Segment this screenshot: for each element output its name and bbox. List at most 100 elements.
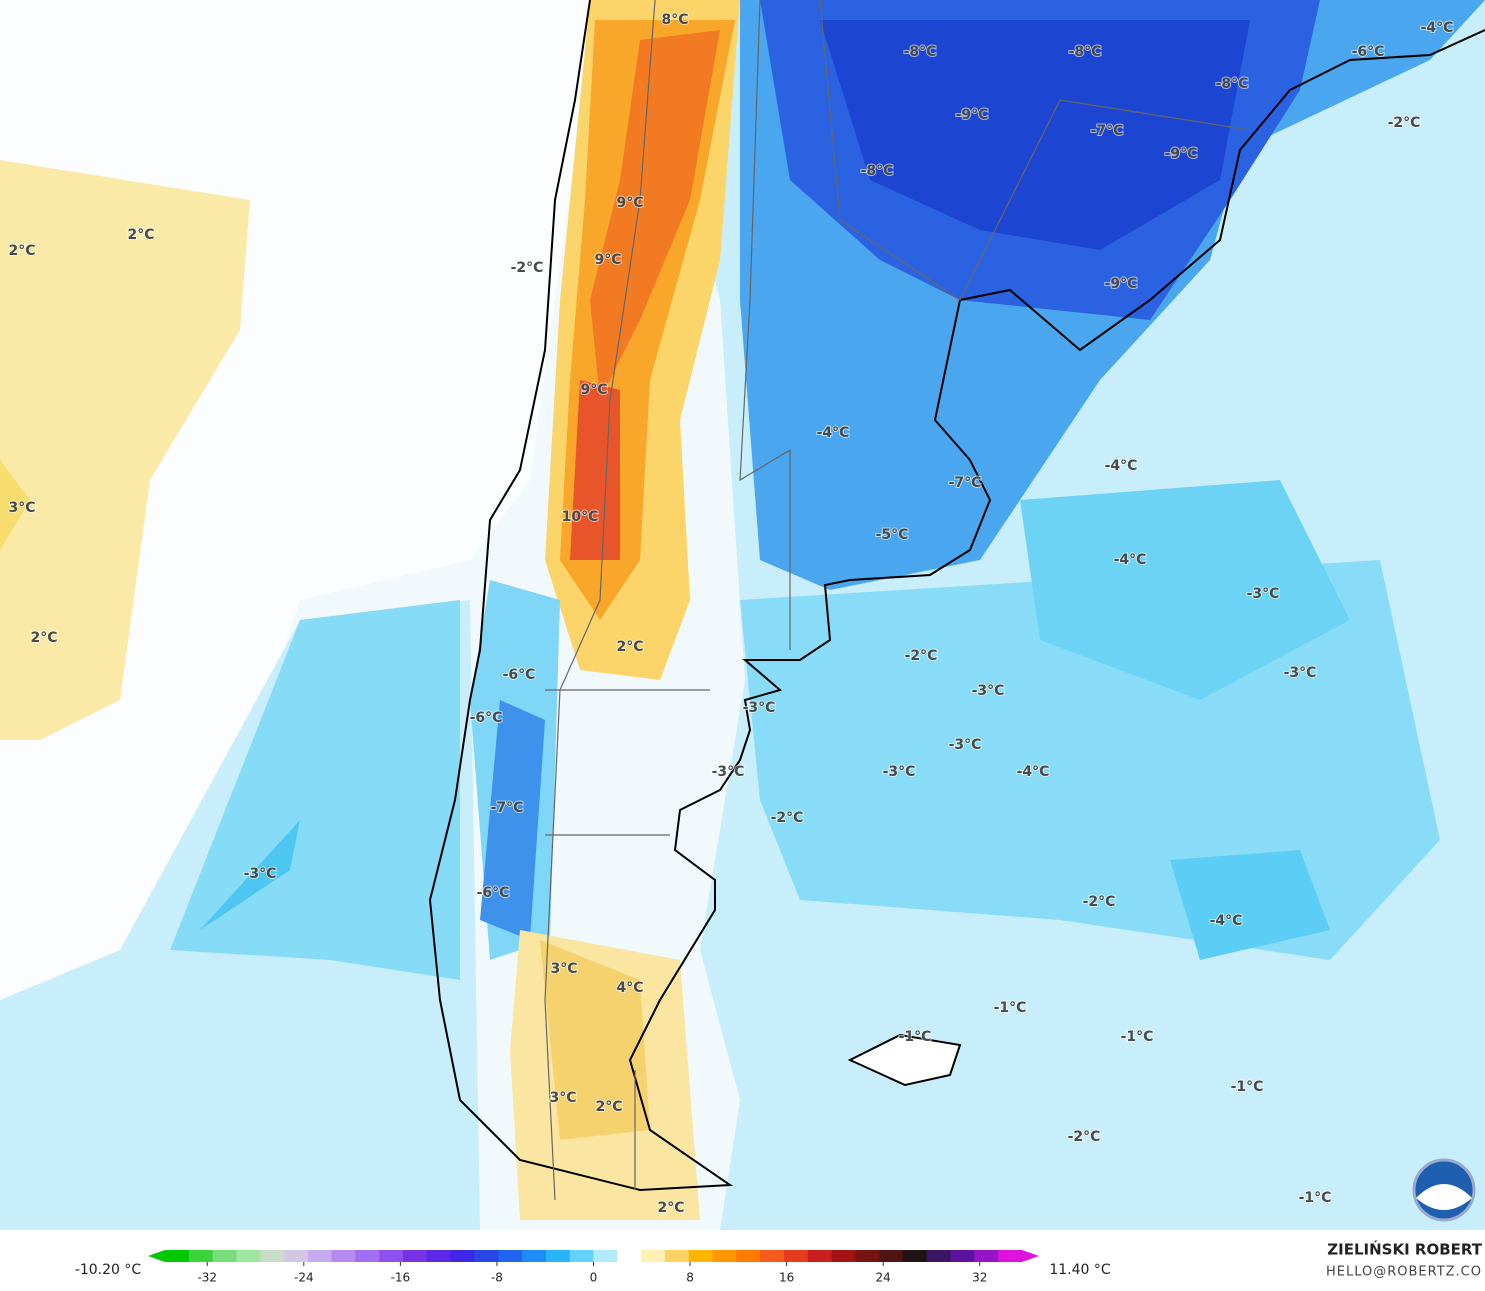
temp-label: -7°C [491,800,524,816]
colorbar-segment [569,1250,594,1262]
colorbar-segment [855,1250,880,1262]
colorbar-tick-label: -24 [294,1271,314,1285]
colorbar-segment [403,1250,428,1262]
temp-label: -2°C [1083,894,1116,910]
colorbar-segment [998,1250,1023,1262]
colorbar-segment [165,1250,190,1262]
temp-label: -4°C [1017,764,1050,780]
colorbar-segment [474,1250,499,1262]
temp-label: -9°C [1105,276,1138,292]
colorbar-segment [450,1250,475,1262]
colorbar-segment [712,1250,737,1262]
colorbar: -32 -24 -16 -8 0 8 16 24 32 [148,1250,1039,1285]
temp-label: -9°C [956,107,989,123]
temp-label: -4°C [1105,458,1138,474]
colorbar-segment [522,1250,547,1262]
colorbar-tick-label: 8 [686,1271,694,1285]
colorbar-max: 11.40 °C [1049,1262,1111,1278]
credit-email: HELLO@ROBERTZ.CO [1326,1265,1482,1280]
colorbar-segment [617,1250,642,1262]
temp-label: -2°C [771,810,804,826]
colorbar-segment [831,1250,856,1262]
temp-label: -9°C [1165,146,1198,162]
temp-label: 10°C [562,509,599,525]
colorbar-segment [212,1250,237,1262]
temp-label: -3°C [1284,665,1317,681]
colorbar-segment [498,1250,523,1262]
colorbar-min: -10.20 °C [75,1262,142,1278]
temp-label: -2°C [905,648,938,664]
noaa-logo [1412,1158,1476,1222]
temp-label: 2°C [30,630,57,646]
colorbar-segment [426,1250,452,1262]
colorbar-segment [355,1250,380,1262]
colorbar-end-high [1022,1250,1039,1262]
colorbar-segment [807,1250,833,1262]
colorbar-end-low [148,1250,165,1262]
colorbar-segment [260,1250,285,1262]
colorbar-segment [236,1250,261,1262]
temperature-labels: 8°C -8°C -8°C -6°C -4°C -8°C -9°C -7°C -9°C -2°C -… [7,11,1454,1217]
temp-label: -1°C [1299,1190,1332,1206]
temp-label: -4°C [1421,20,1454,36]
map-background [0,0,1485,1230]
temp-label: -3°C [743,700,776,716]
temp-label: -3°C [712,764,745,780]
temp-label: -8°C [1216,76,1249,92]
colorbar-segment [331,1250,356,1262]
colorbar-segment [760,1250,785,1262]
temp-label: -4°C [1114,552,1147,568]
colorbar-segment [902,1250,928,1262]
temp-label: -7°C [949,475,982,491]
temp-label: -3°C [949,737,982,753]
colorbar-tick-label: -8 [491,1271,503,1285]
colorbar-tick-label: 32 [972,1271,987,1285]
temp-label: -1°C [994,1000,1027,1016]
colorbar-tick-label: 24 [876,1271,891,1285]
temp-label: -4°C [1210,913,1243,929]
colorbar-tick-label: 16 [779,1271,794,1285]
colorbar-segment [545,1250,571,1262]
colorbar-segment [974,1250,999,1262]
temp-label: -6°C [503,667,536,683]
temp-label: -4°C [817,425,850,441]
temp-label: -8°C [1069,44,1102,60]
temp-label: 4°C [616,980,643,996]
colorbar-segment [307,1250,333,1262]
colorbar-segment [284,1250,309,1262]
colorbar-segment [736,1250,761,1262]
colorbar-segment [641,1250,666,1262]
coastline [428,0,1485,1192]
temp-label: -3°C [972,683,1005,699]
colorbar-segment [188,1250,214,1262]
temp-label: 3°C [550,961,577,977]
temp-label: -2°C [1388,115,1421,131]
temp-label: -1°C [1231,1079,1264,1095]
colorbar-tick-label: -16 [391,1271,411,1285]
temp-label: -2°C [511,260,544,276]
temp-label: -3°C [244,866,277,882]
colorbar-tick-label: 0 [590,1271,598,1285]
temp-label: -1°C [1121,1029,1154,1045]
temp-label: -7°C [1091,123,1124,139]
temp-label: 2°C [616,639,643,655]
credit-name: ZIELIŃSKI ROBERT [1327,1240,1482,1259]
colorbar-segment [950,1250,975,1262]
temp-label: -3°C [1247,586,1280,602]
temp-label: -5°C [876,527,909,543]
temp-label: -2°C [1068,1129,1101,1145]
temp-label: -3°C [883,764,916,780]
temp-label: -6°C [477,885,510,901]
colorbar-segment [379,1250,404,1262]
temp-label: 9°C [594,252,621,268]
temp-label: -8°C [861,163,894,179]
temp-label: -8°C [904,44,937,60]
colorbar-tick-label: -32 [197,1271,217,1285]
temp-label: 8°C [661,12,688,28]
temp-label: 2°C [657,1200,684,1216]
colorbar-segment [783,1250,809,1262]
colorbar-segment [879,1250,904,1262]
temp-label: 3°C [549,1090,576,1106]
temp-label: -1°C [899,1029,932,1045]
